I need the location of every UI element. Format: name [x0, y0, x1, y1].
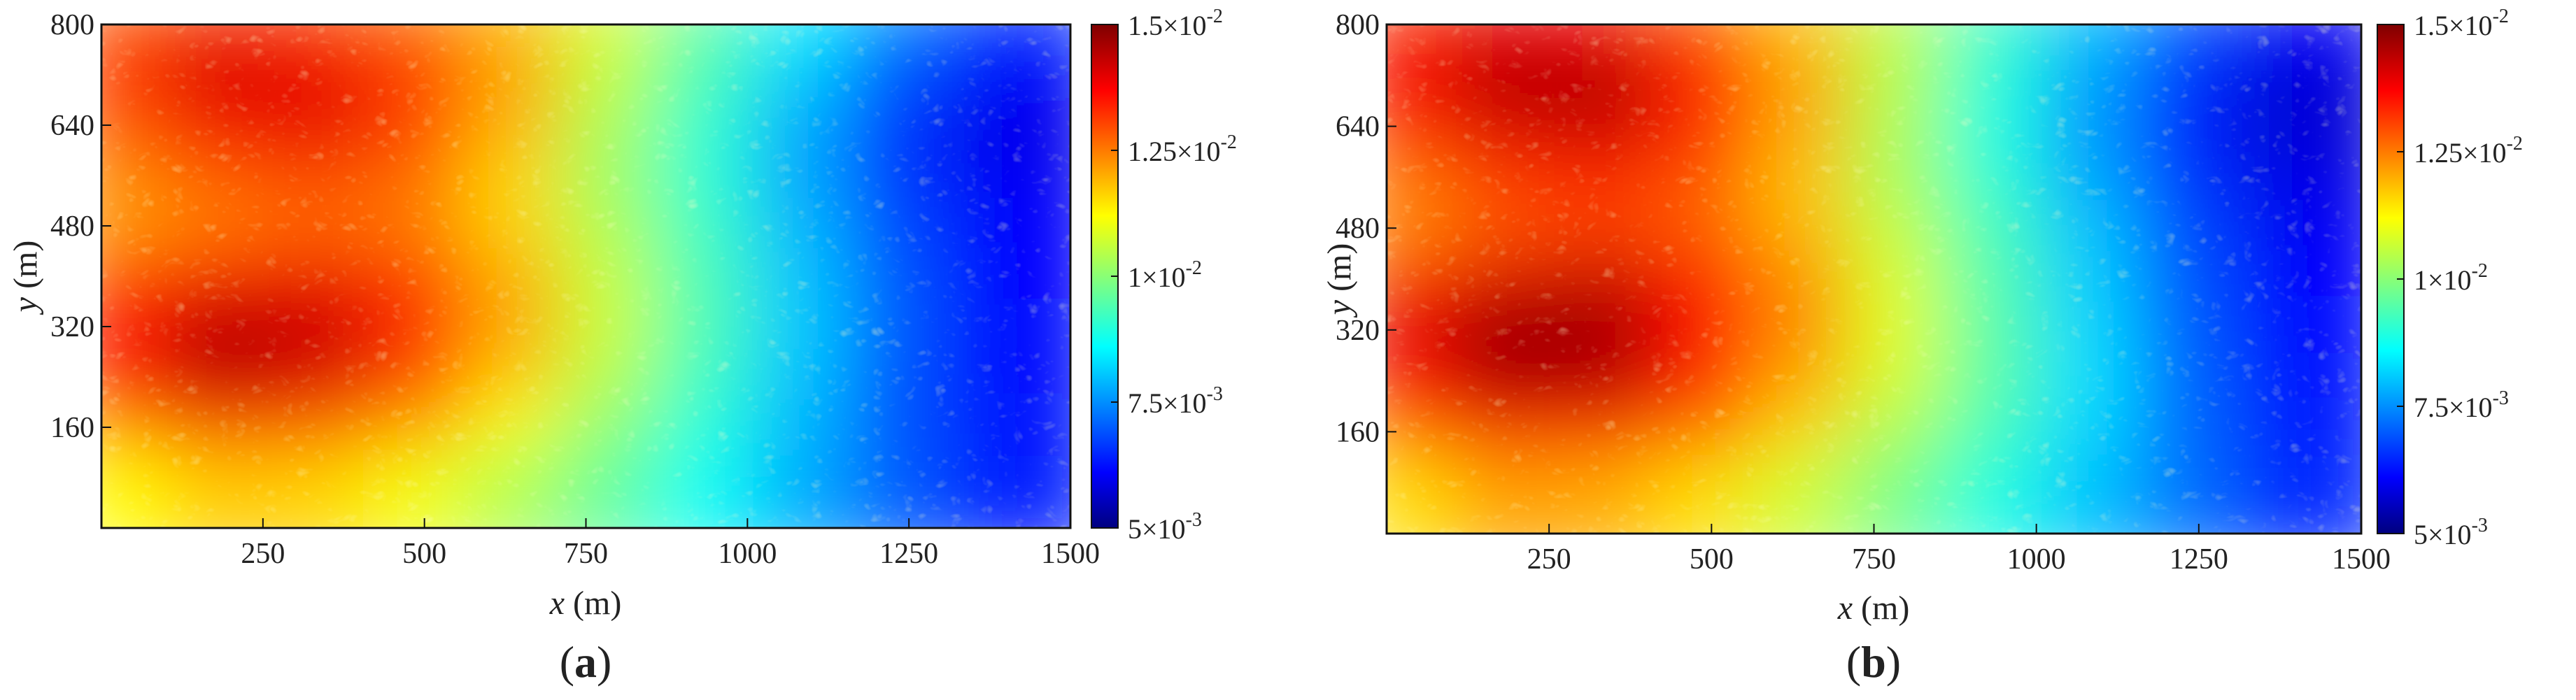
x-tick-label: 500 [1690, 543, 1734, 576]
x-tick-label: 1000 [2007, 543, 2066, 576]
colorbar-tick-label: 1.25×10-2 [2414, 133, 2523, 169]
x-axis-ticks: 250 500 750 1000 1250 1500 [241, 518, 1100, 570]
colorbar-tick-label: 5×10-3 [2414, 515, 2488, 550]
x-tick-label: 750 [564, 538, 608, 570]
colorbar-tick-label: 1.5×10-2 [2414, 6, 2509, 41]
y-axis-ticks: 160 320 480 640 800 [1336, 9, 1396, 448]
x-tick-label: 250 [1527, 543, 1571, 576]
y-tick-label: 480 [1336, 213, 1380, 245]
colorbar-ticks [1111, 24, 1118, 529]
x-tick-label: 1000 [718, 538, 777, 570]
colorbar-tick-label: 1.25×10-2 [1128, 131, 1237, 167]
colorbar-tick-label: 7.5×10-3 [1128, 383, 1223, 419]
x-tick-label: 750 [1852, 543, 1896, 576]
colorbar-tick-label: 5×10-3 [1128, 509, 1202, 545]
x-tick-label: 250 [241, 538, 285, 570]
colorbar-tick-label: 1×10-2 [2414, 260, 2488, 296]
y-tick-label: 320 [50, 311, 94, 343]
y-axis-label: y (m) [7, 241, 44, 316]
x-tick-label: 500 [402, 538, 446, 570]
x-axis-label: x (m) [549, 585, 622, 622]
heatmap-texture [101, 24, 1070, 528]
colorbar-tick-label: 1×10-2 [1128, 257, 1202, 293]
panel-label-b: (b) [1846, 637, 1901, 687]
y-tick-label: 640 [1336, 111, 1380, 143]
plot-area: 250 500 750 1000 1250 1500 160 320 480 640 800 [1336, 9, 2391, 576]
y-axis-ticks: 160 320 480 640 800 [50, 9, 111, 444]
heatmap-texture [1387, 24, 2361, 534]
y-tick-label: 800 [1336, 9, 1380, 41]
x-axis-label: x (m) [1837, 590, 1910, 627]
plot-area: 250 500 750 1000 1250 1500 160 320 480 640 800 [50, 9, 1100, 570]
colorbar: 1.5×10-2 1.25×10-2 1×10-2 7.5×10-3 5×10-… [1091, 6, 1237, 545]
heatmap-panel-a: 250 500 750 1000 1250 1500 160 320 480 640 800 x … [7, 6, 1237, 687]
colorbar-tick-label: 1.5×10-2 [1128, 6, 1223, 41]
y-tick-label: 160 [1336, 416, 1380, 448]
x-axis-ticks: 250 500 750 1000 1250 1500 [1527, 524, 2391, 576]
y-tick-label: 320 [1336, 315, 1380, 347]
y-tick-label: 640 [50, 110, 94, 142]
y-tick-label: 480 [50, 210, 94, 243]
colorbar-tick-label: 7.5×10-3 [2414, 387, 2509, 423]
x-tick-label: 1500 [1041, 538, 1100, 570]
x-tick-label: 1250 [2170, 543, 2228, 576]
heatmap-panel-b: 250 500 750 1000 1250 1500 160 320 480 640 800 x … [1322, 6, 2523, 687]
y-axis-label: y (m) [1322, 243, 1358, 319]
y-tick-label: 800 [50, 9, 94, 41]
x-tick-label: 1250 [879, 538, 938, 570]
colorbar: 1.5×10-2 1.25×10-2 1×10-2 7.5×10-3 5×10-… [2377, 6, 2523, 550]
y-tick-label: 160 [50, 412, 94, 444]
colorbar-ticks [2397, 24, 2404, 534]
panel-label-a: (a) [560, 637, 612, 687]
x-tick-label: 1500 [2332, 543, 2391, 576]
